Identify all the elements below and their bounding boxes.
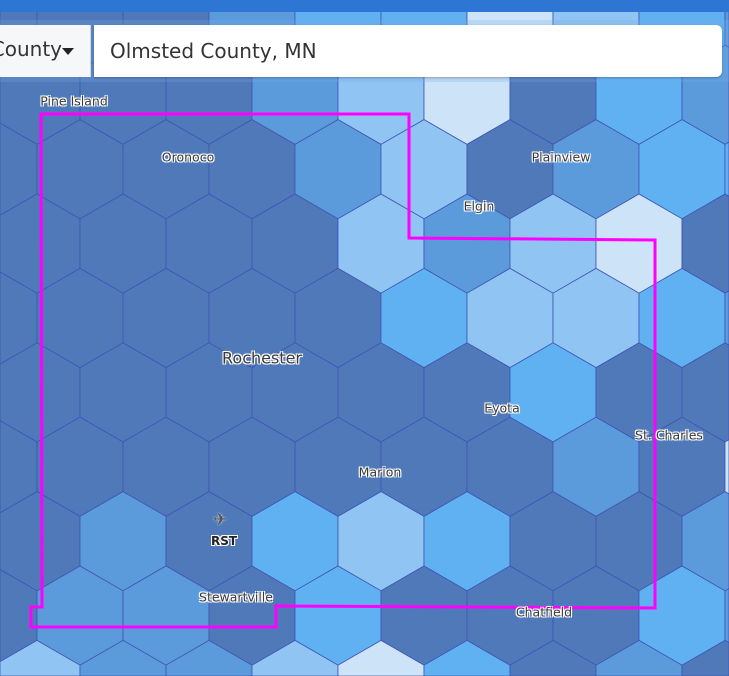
place-label-marion: Marion — [358, 464, 402, 480]
hex-cell[interactable] — [79, 639, 167, 676]
hex-cell[interactable] — [251, 639, 339, 676]
place-label-eyota: Eyota — [484, 400, 520, 416]
airplane-icon: ✈ — [213, 510, 228, 530]
place-label-st-charles: St. Charles — [635, 427, 703, 443]
location-search-input[interactable] — [94, 25, 722, 77]
geography-type-label: County — [0, 37, 62, 61]
geography-type-dropdown[interactable]: County — [0, 25, 91, 77]
hex-cell[interactable] — [337, 639, 425, 676]
hex-cell[interactable] — [0, 639, 81, 676]
place-label-oronoco: Oronoco — [161, 149, 215, 165]
hex-cell[interactable] — [595, 639, 683, 676]
hex-cell[interactable] — [724, 439, 729, 495]
place-label-elgin: Elgin — [463, 198, 495, 214]
airport-label-rst: RST — [210, 534, 238, 548]
top-bar — [0, 0, 729, 12]
hex-cell[interactable] — [724, 141, 729, 197]
place-label-stewartville: Stewartville — [199, 589, 273, 605]
caret-down-icon — [62, 48, 74, 55]
place-label-plainview: Plainview — [531, 149, 591, 165]
place-label-rochester: Rochester — [222, 348, 302, 368]
hex-cell[interactable] — [724, 290, 729, 346]
hex-cell[interactable] — [423, 639, 511, 676]
hex-cell[interactable] — [165, 639, 253, 676]
place-label-pine-island: Pine Island — [40, 93, 108, 109]
county-boundary — [29, 112, 657, 629]
hex-cell[interactable] — [681, 639, 729, 676]
place-label-chatfield: Chatfield — [515, 604, 573, 620]
hex-cell[interactable] — [724, 588, 729, 644]
hex-cell[interactable] — [509, 639, 597, 676]
